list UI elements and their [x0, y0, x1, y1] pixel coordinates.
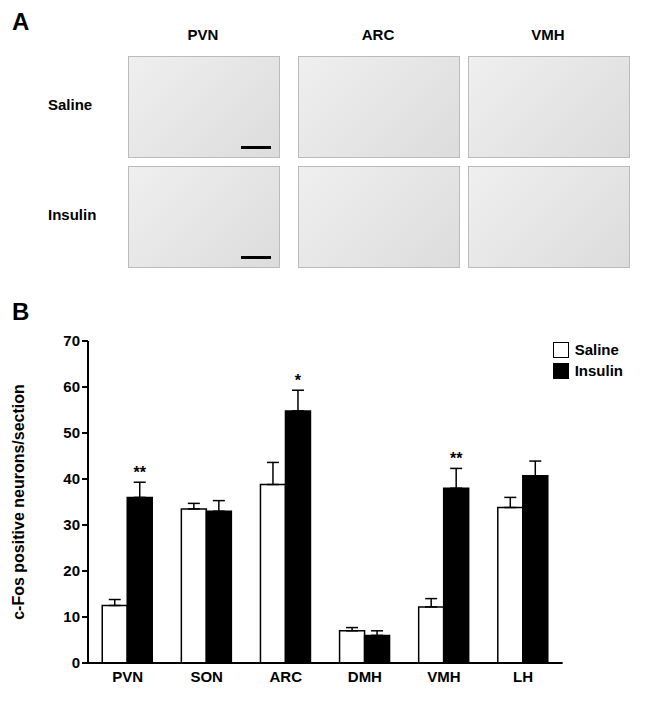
svg-text:70: 70 — [63, 332, 80, 349]
svg-text:PVN: PVN — [112, 668, 143, 685]
svg-text:30: 30 — [63, 516, 80, 533]
svg-text:50: 50 — [63, 424, 80, 441]
html-text:PVN: PVN — [187, 26, 219, 43]
svg-text:*: * — [295, 372, 302, 389]
svg-text:40: 40 — [63, 470, 80, 487]
svg-text:DMH: DMH — [348, 668, 382, 685]
svg-text:c-Fos positive neurons/section: c-Fos positive neurons/section — [10, 384, 27, 620]
svg-text:ARC: ARC — [270, 668, 303, 685]
svg-text:SON: SON — [190, 668, 223, 685]
html-text:A: A — [12, 8, 30, 35]
svg-text:20: 20 — [63, 562, 80, 579]
html-text:Saline: Saline — [48, 96, 93, 113]
html-text:VMH: VMH — [531, 26, 565, 43]
svg-text:VMH: VMH — [427, 668, 460, 685]
html-text:Saline: Saline — [574, 341, 619, 358]
html-text:Insulin: Insulin — [574, 362, 623, 379]
html-text:B: B — [12, 298, 30, 325]
svg-text:60: 60 — [63, 378, 80, 395]
svg-text:0: 0 — [72, 654, 80, 671]
html-text:ARC: ARC — [361, 26, 395, 43]
html-text:Insulin: Insulin — [48, 206, 97, 223]
svg-text:**: ** — [450, 450, 463, 467]
svg-text:**: ** — [134, 464, 147, 481]
svg-text:10: 10 — [63, 608, 80, 625]
svg-text:LH: LH — [513, 668, 533, 685]
